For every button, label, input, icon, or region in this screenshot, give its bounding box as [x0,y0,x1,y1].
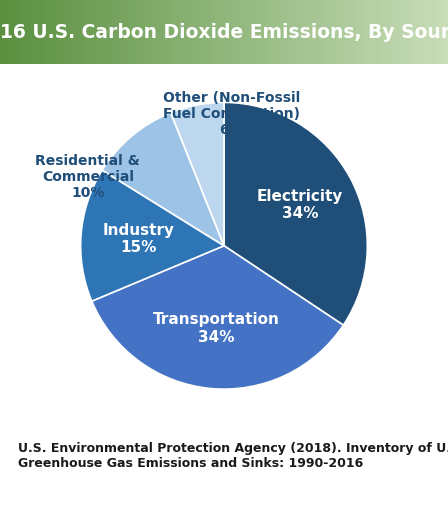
Wedge shape [224,102,367,325]
Text: Other (Non-Fossil
Fuel Combustion)
6%: Other (Non-Fossil Fuel Combustion) 6% [163,91,300,137]
Text: 2016 U.S. Carbon Dioxide Emissions, By Source: 2016 U.S. Carbon Dioxide Emissions, By S… [0,23,448,41]
Text: Residential &
Commercial
10%: Residential & Commercial 10% [35,154,140,200]
Wedge shape [92,246,343,389]
Wedge shape [81,170,224,301]
Wedge shape [171,102,224,246]
Text: U.S. Environmental Protection Agency (2018). Inventory of U.S.
Greenhouse Gas Em: U.S. Environmental Protection Agency (20… [18,442,448,471]
Wedge shape [102,113,224,246]
Text: Industry
15%: Industry 15% [102,223,174,255]
Text: Transportation
34%: Transportation 34% [153,312,280,345]
Text: Electricity
34%: Electricity 34% [257,189,343,221]
